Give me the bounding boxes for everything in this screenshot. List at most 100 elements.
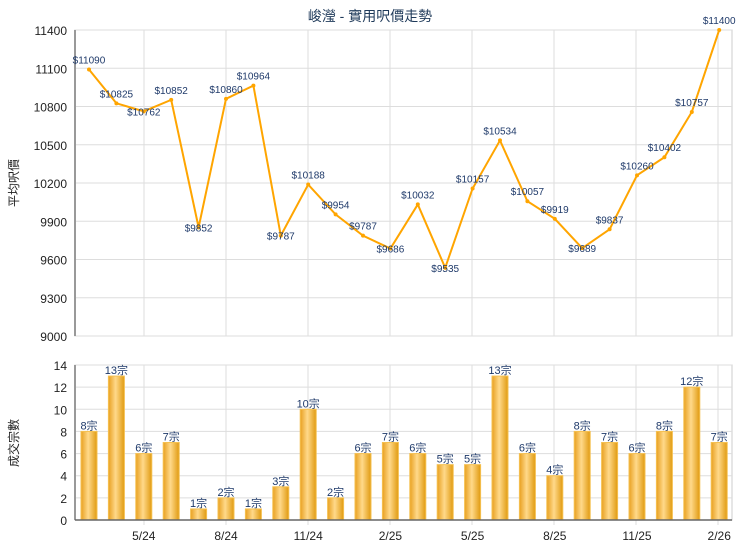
- price-data-label: $9787: [349, 222, 377, 233]
- volume-data-label: 1宗: [190, 496, 207, 510]
- y-tick-label: 9600: [40, 254, 67, 268]
- y-tick-label: 14: [54, 359, 68, 373]
- bar-y-axis-label: 成交宗數: [6, 419, 21, 467]
- volume-data-label: 7宗: [601, 430, 618, 444]
- volume-bar[interactable]: [409, 453, 427, 521]
- price-data-label: $10188: [292, 171, 326, 182]
- volume-data-label: 6宗: [354, 441, 371, 455]
- volume-data-label: 6宗: [628, 441, 645, 455]
- price-data-label: $9535: [431, 264, 459, 275]
- price-point[interactable]: [552, 216, 557, 221]
- price-data-label: $9689: [568, 244, 596, 255]
- price-data-label: $10260: [620, 161, 654, 172]
- price-data-label: $11090: [73, 56, 106, 67]
- volume-data-label: 5宗: [464, 452, 481, 466]
- price-point[interactable]: [141, 109, 146, 114]
- price-point[interactable]: [306, 182, 311, 187]
- price-point[interactable]: [87, 67, 91, 72]
- volume-bar[interactable]: [217, 497, 235, 521]
- price-data-label: $10534: [483, 126, 517, 137]
- volume-bar[interactable]: [518, 453, 536, 521]
- volume-data-label: 5宗: [437, 452, 454, 466]
- volume-bar[interactable]: [299, 408, 317, 521]
- price-point[interactable]: [224, 96, 228, 101]
- chart-title: 峻瀅 - 實用呎價走勢: [308, 8, 432, 24]
- volume-bar[interactable]: [354, 453, 372, 521]
- price-point[interactable]: [635, 173, 639, 178]
- x-tick-label: 8/24: [214, 529, 238, 543]
- volume-bar[interactable]: [244, 508, 262, 521]
- price-point[interactable]: [251, 83, 256, 88]
- volume-data-label: 2宗: [327, 485, 344, 499]
- price-data-label: $10757: [675, 98, 709, 109]
- bar-plot-area: [74, 364, 733, 521]
- price-point[interactable]: [607, 227, 612, 232]
- price-data-label: $10157: [456, 174, 490, 185]
- volume-bar[interactable]: [162, 442, 180, 521]
- volume-data-label: 6宗: [409, 441, 426, 455]
- price-point[interactable]: [498, 138, 502, 143]
- price-point[interactable]: [196, 225, 201, 230]
- volume-bar[interactable]: [107, 375, 125, 521]
- volume-bar[interactable]: [327, 497, 345, 521]
- volume-data-label: 7宗: [163, 430, 180, 444]
- volume-bar[interactable]: [655, 430, 673, 521]
- volume-bar[interactable]: [601, 442, 619, 521]
- x-tick-label: 5/24: [132, 529, 156, 543]
- line-y-axis-label: 平均呎價: [7, 159, 21, 207]
- price-data-label: $9837: [596, 215, 624, 226]
- volume-data-label: 8宗: [80, 418, 97, 432]
- y-tick-label: 10: [54, 403, 68, 417]
- volume-bar[interactable]: [546, 475, 564, 521]
- price-point[interactable]: [525, 199, 530, 204]
- volume-bar[interactable]: [491, 375, 509, 521]
- volume-bar[interactable]: [436, 464, 454, 521]
- y-tick-label: 9900: [40, 215, 67, 229]
- price-data-label: $9919: [541, 205, 569, 216]
- price-data-label: $9686: [376, 245, 404, 256]
- volume-data-label: 12宗: [680, 374, 703, 388]
- y-tick-label: 9000: [40, 330, 67, 344]
- price-point[interactable]: [388, 246, 393, 251]
- price-point[interactable]: [278, 233, 283, 238]
- volume-bar[interactable]: [190, 508, 208, 521]
- price-point[interactable]: [717, 28, 722, 32]
- price-data-label: $10032: [401, 190, 435, 201]
- price-data-label: $10762: [127, 107, 161, 118]
- price-data-label: $10860: [209, 85, 243, 96]
- price-data-label: $9954: [322, 200, 350, 211]
- volume-bar[interactable]: [135, 453, 153, 521]
- price-data-label: $10825: [100, 89, 134, 100]
- volume-bar[interactable]: [464, 464, 482, 521]
- price-data-label: $10964: [237, 72, 271, 83]
- price-point[interactable]: [470, 186, 475, 191]
- x-tick-label: 11/25: [622, 529, 651, 543]
- x-tick-label: 11/24: [294, 529, 323, 543]
- volume-data-label: 4宗: [546, 463, 563, 477]
- price-data-label: $10402: [648, 143, 682, 154]
- price-point[interactable]: [689, 109, 694, 114]
- volume-bar[interactable]: [683, 386, 701, 521]
- volume-bar[interactable]: [272, 486, 290, 521]
- price-point[interactable]: [169, 97, 174, 102]
- volume-bar[interactable]: [381, 442, 399, 521]
- volume-data-label: 13宗: [488, 363, 511, 377]
- price-point[interactable]: [580, 246, 585, 251]
- price-data-label: $10852: [155, 86, 189, 97]
- volume-data-label: 1宗: [245, 496, 262, 510]
- price-point[interactable]: [415, 202, 420, 207]
- y-tick-label: 10200: [34, 177, 68, 191]
- price-point[interactable]: [333, 212, 338, 217]
- volume-bar[interactable]: [710, 442, 728, 521]
- price-point[interactable]: [114, 101, 119, 106]
- volume-bar[interactable]: [80, 430, 98, 521]
- volume-data-label: 6宗: [135, 441, 152, 455]
- volume-bar[interactable]: [573, 430, 591, 521]
- price-point[interactable]: [443, 265, 448, 270]
- volume-bar[interactable]: [628, 453, 646, 521]
- price-point[interactable]: [662, 155, 667, 160]
- y-tick-label: 6: [60, 448, 67, 462]
- price-point[interactable]: [361, 233, 365, 238]
- y-tick-label: 10500: [34, 139, 68, 153]
